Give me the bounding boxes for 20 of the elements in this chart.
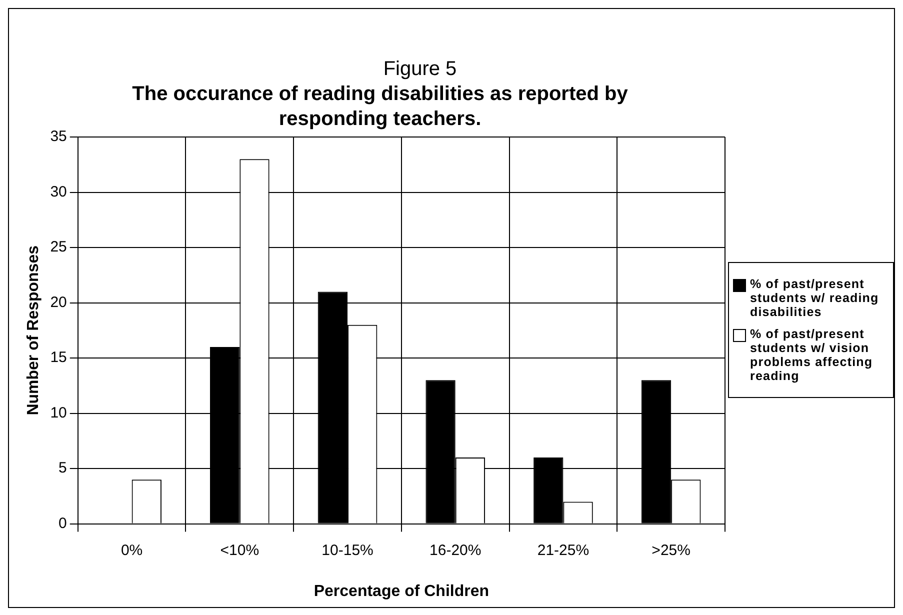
x-tick-label: <10% <box>220 542 260 559</box>
x-tick-label: 16-20% <box>430 542 482 559</box>
x-axis-title: Percentage of Children <box>314 582 490 600</box>
legend-label: % of past/present students w/ reading disabilities <box>750 277 880 319</box>
y-tick-label: 35 <box>50 128 67 146</box>
y-tick-label: 30 <box>50 183 67 200</box>
x-tick-label: 21-25% <box>537 542 590 559</box>
y-axis-title: Number of Responses <box>25 245 42 416</box>
y-tick-label: 10 <box>50 404 67 422</box>
chart-subtitle: The occurance of reading disabilities as reported by responding teachers. <box>131 82 629 132</box>
y-tick-label: 20 <box>50 294 67 311</box>
x-tick-label: 0% <box>120 542 143 559</box>
x-tick-label: 10-15% <box>322 542 374 559</box>
y-tick-label: 5 <box>58 460 67 477</box>
legend-label: % of past/present students w/ vision problems affecting reading <box>750 327 874 383</box>
chart-title: Figure 5 <box>382 58 458 81</box>
y-tick-label: 0 <box>58 514 67 532</box>
y-tick-label: 15 <box>50 349 67 366</box>
x-tick-label: >25% <box>652 542 690 559</box>
y-tick-label: 25 <box>50 238 67 256</box>
